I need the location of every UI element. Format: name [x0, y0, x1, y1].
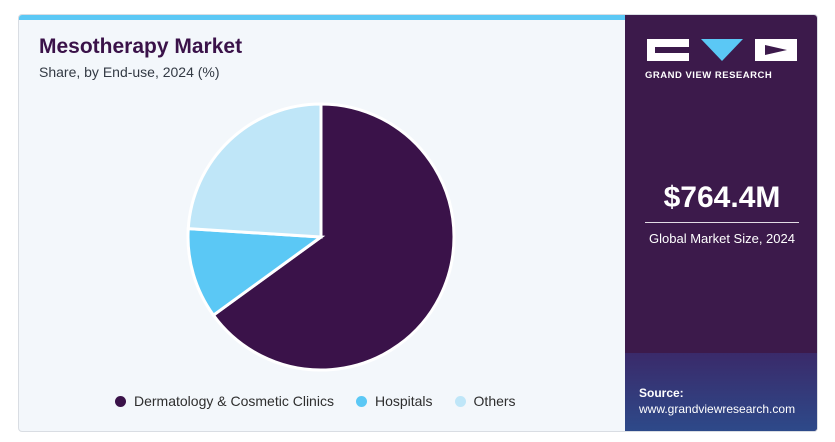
accent-bar [19, 15, 625, 20]
brand-logo-icon [647, 39, 797, 61]
chart-card: Mesotherapy Market Share, by End-use, 20… [18, 14, 818, 432]
brand-name: GRAND VIEW RESEARCH [645, 70, 773, 81]
legend-label: Others [473, 393, 516, 409]
source-url: www.grandviewresearch.com [639, 402, 796, 416]
legend-swatch [115, 395, 126, 407]
pie-slice-hospitals [186, 227, 326, 318]
legend-label: Dermatology & Cosmetic Clinics [134, 393, 334, 409]
legend-item: Others [454, 393, 516, 409]
divider [645, 222, 799, 223]
sidebar-footer-band [625, 353, 817, 431]
legend: Dermatology & Cosmetic Clinics Hospitals O… [115, 393, 516, 409]
pie-chart [186, 102, 456, 372]
market-size-label: Global Market Size, 2024 [649, 231, 795, 246]
chart-title: Mesotherapy Market [39, 35, 243, 58]
pie-slice-others [186, 102, 323, 239]
legend-item: Dermatology & Cosmetic Clinics [115, 393, 334, 409]
market-size-value: $764.4M [663, 181, 781, 214]
legend-item: Hospitals [355, 393, 433, 409]
pie-slice-dermatology-cosmetic-clinics [211, 102, 456, 372]
sidebar: GRAND VIEW RESEARCH $764.4M Global Marke… [625, 15, 817, 431]
legend-swatch [454, 395, 466, 407]
source-label: Source: [639, 386, 684, 400]
legend-label: Hospitals [374, 393, 433, 409]
legend-swatch [355, 395, 367, 407]
chart-subtitle: Share, by End-use, 2024 (%) [39, 64, 220, 80]
